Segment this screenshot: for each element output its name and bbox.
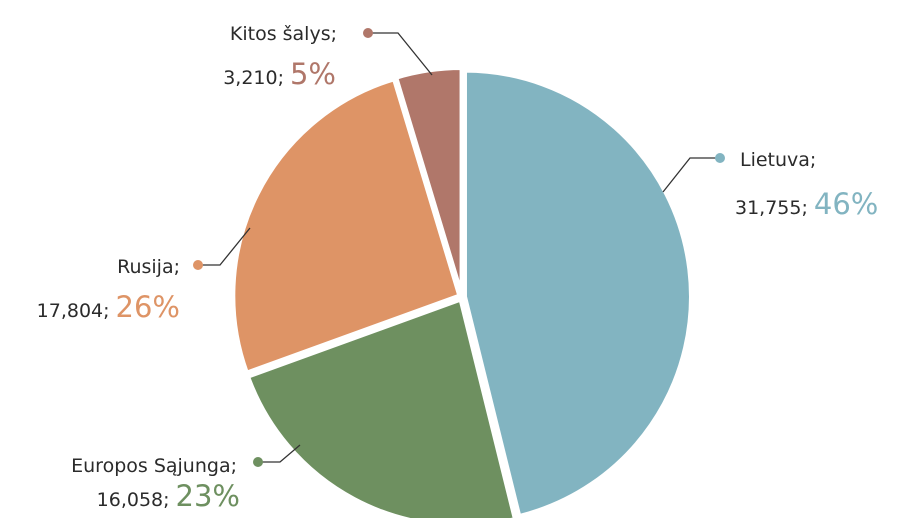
value-label-line: 17,804; 26% [37, 290, 180, 324]
leader-dot [253, 457, 263, 467]
value-label-line: 16,058; 23% [97, 479, 240, 513]
leader-line [198, 227, 251, 266]
value-label: 17,804; [37, 300, 110, 322]
value-label: 31,755; [735, 197, 808, 219]
pie-slice [245, 297, 517, 518]
leader-dot [193, 260, 203, 270]
percent-label: 23% [176, 479, 240, 513]
percent-label: 46% [814, 187, 878, 221]
category-label: Europos Sąjunga; [71, 455, 237, 477]
leader-dot [363, 28, 373, 38]
value-label: 16,058; [97, 489, 170, 511]
pie-slice [231, 76, 462, 376]
leader-line [662, 157, 720, 193]
category-label: Lietuva; [740, 149, 816, 171]
leader-dot [715, 153, 725, 163]
leader-line [368, 32, 433, 76]
category-label: Kitos šalys; [230, 23, 337, 45]
leader-line [258, 444, 301, 463]
value-label-line: 3,210; 5% [223, 57, 336, 91]
category-label: Rusija; [117, 256, 180, 278]
value-label: 3,210; [223, 67, 284, 89]
percent-label: 26% [116, 290, 180, 324]
value-label-line: 31,755; 46% [735, 187, 878, 221]
pie-slice [462, 68, 693, 518]
percent-label: 5% [290, 57, 336, 91]
